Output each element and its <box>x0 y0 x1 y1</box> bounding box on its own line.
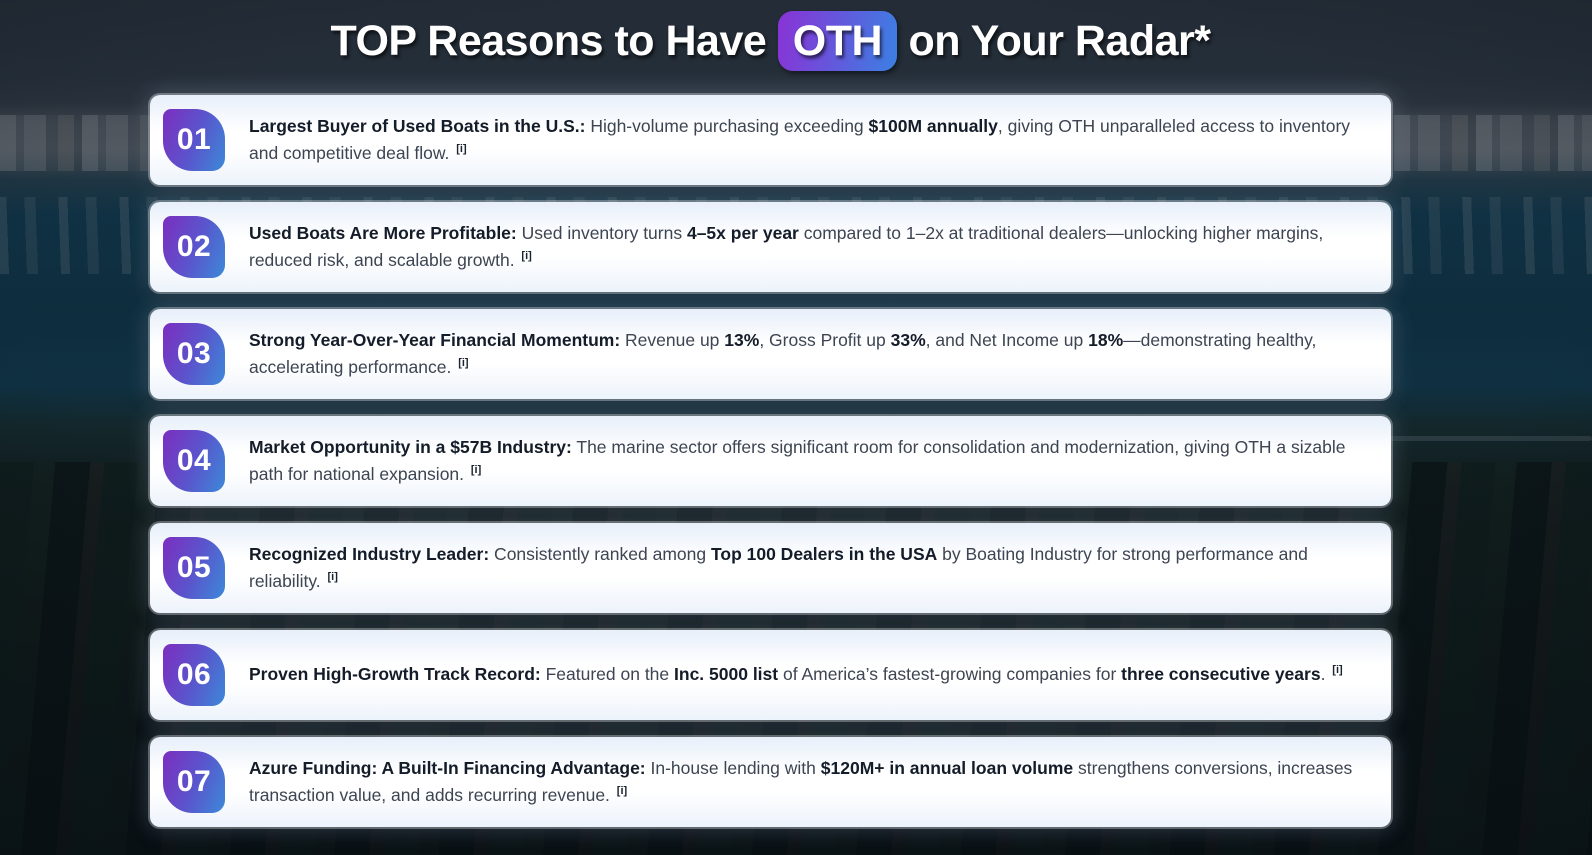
card-text-bold: Proven High-Growth Track Record: <box>249 664 541 685</box>
card-text: Recognized Industry Leader: Consistently… <box>249 543 1308 592</box>
card-text-bold: Largest Buyer of Used Boats in the U.S.: <box>249 115 586 136</box>
badge-number: 01 <box>176 123 212 156</box>
reason-cards-list: 01 Largest Buyer of Used Boats in the U.… <box>150 95 1391 827</box>
page-title: TOP Reasons to Have OTH on Your Radar* <box>150 11 1391 71</box>
card-text: Market Opportunity in a $57B Industry: T… <box>249 436 1346 485</box>
card-text-bold: 4–5x per year <box>686 222 799 243</box>
card-text-bold: 33% <box>890 329 926 350</box>
badge-number: 06 <box>176 658 212 691</box>
card-text-bold: Used Boats Are More Profitable: <box>249 222 517 243</box>
citation-marker[interactable]: [i] <box>458 357 469 370</box>
number-badge: 02 <box>163 216 225 278</box>
card-text: Used Boats Are More Profitable: Used inv… <box>249 222 1324 271</box>
badge-number: 04 <box>176 444 212 477</box>
reason-card: 03 Strong Year-Over-Year Financial Momen… <box>150 309 1391 399</box>
citation-marker[interactable]: [i] <box>327 571 338 584</box>
page-title-pre: TOP Reasons to Have <box>330 17 778 65</box>
reason-card: 04 Market Opportunity in a $57B Industry… <box>150 416 1391 506</box>
badge-number: 07 <box>176 765 212 798</box>
number-badge: 06 <box>163 644 225 706</box>
card-text-bold: Recognized Industry Leader: <box>249 543 490 564</box>
card-text: Strong Year-Over-Year Financial Momentum… <box>249 329 1317 378</box>
number-badge: 07 <box>163 751 225 813</box>
reason-card: 02 Used Boats Are More Profitable: Used … <box>150 202 1391 292</box>
card-text-bold: 13% <box>724 329 760 350</box>
card-text-bold: $120M+ in annual loan volume <box>820 757 1074 778</box>
card-text-bold: Inc. 5000 list <box>674 664 779 685</box>
badge-number: 05 <box>176 551 212 584</box>
title-highlight-oth: OTH <box>777 11 898 71</box>
card-text: Largest Buyer of Used Boats in the U.S.:… <box>249 115 1351 164</box>
card-text-bold: $100M annually <box>868 115 998 136</box>
citation-marker[interactable]: [i] <box>616 785 628 798</box>
card-text-bold: 18% <box>1088 329 1124 350</box>
card-text-bold: three consecutive years <box>1121 664 1321 685</box>
citation-marker[interactable]: [i] <box>470 464 482 477</box>
number-badge: 04 <box>163 430 225 492</box>
number-badge: 05 <box>163 537 225 599</box>
page-title-post: on Your Radar* <box>897 17 1211 65</box>
card-text-bold: Azure Funding: A Built-In Financing Adva… <box>249 757 646 778</box>
reason-card: 07 Azure Funding: A Built-In Financing A… <box>150 737 1391 827</box>
card-text: Azure Funding: A Built-In Financing Adva… <box>249 757 1353 806</box>
number-badge: 01 <box>163 109 225 171</box>
number-badge: 03 <box>163 323 225 385</box>
card-text: Proven High-Growth Track Record: Feature… <box>249 664 1343 685</box>
reason-card: 06 Proven High-Growth Track Record: Feat… <box>150 630 1391 720</box>
card-text-bold: Top 100 Dealers in the USA <box>710 543 938 564</box>
main-content: TOP Reasons to Have OTH on Your Radar* 0… <box>150 0 1391 827</box>
citation-marker[interactable]: [i] <box>521 250 532 263</box>
reason-card: 01 Largest Buyer of Used Boats in the U.… <box>150 95 1391 185</box>
badge-number: 02 <box>176 230 212 263</box>
citation-marker[interactable]: [i] <box>456 143 467 156</box>
card-text-bold: Strong Year-Over-Year Financial Momentum… <box>249 329 621 350</box>
reason-card: 05 Recognized Industry Leader: Consisten… <box>150 523 1391 613</box>
card-text-bold: Market Opportunity in a $57B Industry: <box>249 436 572 457</box>
citation-marker[interactable]: [i] <box>1332 664 1343 677</box>
badge-number: 03 <box>176 337 212 370</box>
